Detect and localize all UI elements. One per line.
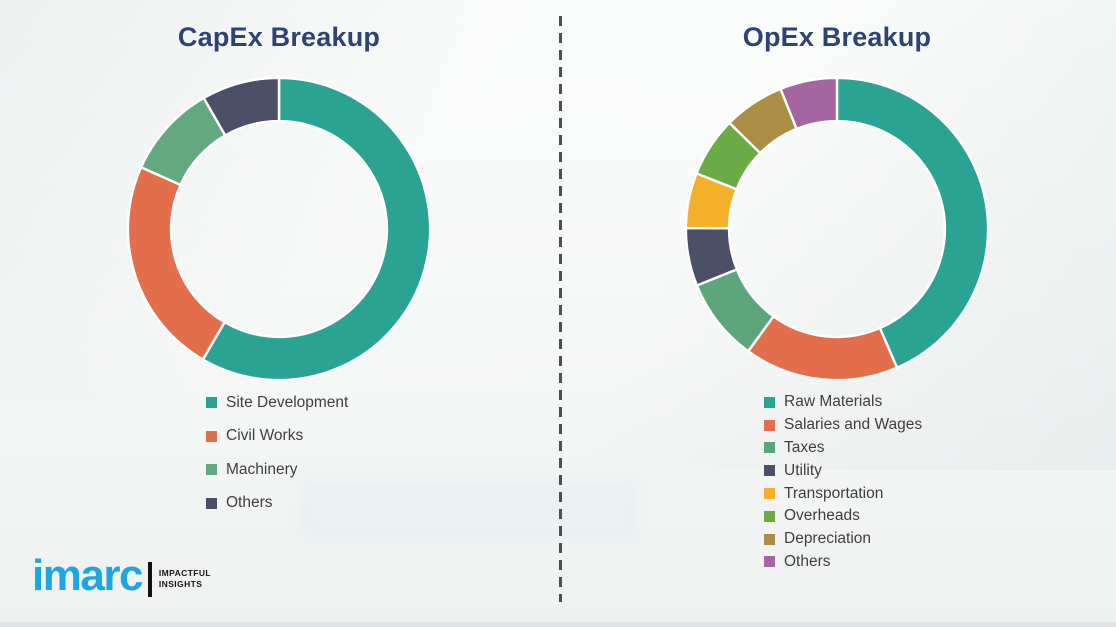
donut-slice-site-development [201,76,432,382]
legend-item: Machinery [206,453,348,487]
legend-item: Depreciation [764,528,922,551]
imarc-logo: imarc IMPACTFUL INSIGHTS [32,554,211,598]
legend-label: Others [226,494,273,512]
legend-swatch [764,556,775,568]
legend-item: Salaries and Wages [764,414,922,437]
legend-swatch [206,497,217,509]
donut-slice-others [778,76,839,131]
legend-swatch [764,396,775,408]
legend-item: Others [206,487,348,521]
legend-item: Utility [764,459,922,482]
capex-legend: Site Development Civil Works Machinery Othe… [206,386,348,520]
legend-label: Raw Materials [784,393,883,411]
legend-label: Civil Works [226,427,304,445]
legend-label: Depreciation [784,530,872,548]
legend-item: Civil Works [206,420,348,454]
donut-slice-raw-materials [835,76,990,370]
legend-swatch [764,510,775,522]
legend-item: Site Development [206,386,348,420]
logo-wordmark: imarc [32,551,143,600]
capex-chart-title: CapEx Breakup [177,22,381,52]
legend-item: Raw Materials [764,391,922,414]
legend-label: Utility [784,461,822,479]
opex-donut-chart [680,72,994,386]
legend-label: Machinery [226,460,298,478]
legend-label: Salaries and Wages [784,416,923,434]
legend-swatch [764,488,775,500]
legend-item: Others [764,551,922,574]
legend-item: Transportation [764,482,922,505]
legend-swatch [206,430,217,442]
legend-label: Overheads [784,507,860,525]
capex-donut-chart [122,72,436,386]
logo-tagline-line2: INSIGHTS [158,579,203,589]
divider-dashed-line [559,16,562,602]
logo-divider-bar [147,561,152,597]
donut-slice-salaries-and-wages [746,314,899,382]
legend-label: Transportation [784,484,884,502]
legend-swatch [764,442,775,454]
legend-swatch [764,465,775,477]
legend-label: Taxes [784,438,825,456]
legend-swatch [764,419,775,431]
legend-item: Taxes [764,437,922,460]
opex-panel: OpEx Breakup Raw Materials Salaries and W… [558,0,1116,627]
donut-slice-civil-works [126,165,227,362]
legend-label: Site Development [226,393,349,411]
legend-label: Others [784,552,831,570]
legend-swatch [206,464,217,476]
opex-chart-title: OpEx Breakup [742,22,932,52]
opex-legend: Raw Materials Salaries and Wages Taxes Util… [764,391,922,573]
legend-swatch [764,533,775,545]
legend-swatch [206,397,217,409]
capex-panel: CapEx Breakup Site Development Civil Work… [122,22,436,520]
legend-item: Overheads [764,505,922,528]
donut-slice-others [202,76,281,138]
logo-tagline-line1: IMPACTFUL [158,567,211,578]
logo-tagline: IMPACTFUL INSIGHTS [159,568,211,590]
bottom-gray-strip [0,622,1116,627]
